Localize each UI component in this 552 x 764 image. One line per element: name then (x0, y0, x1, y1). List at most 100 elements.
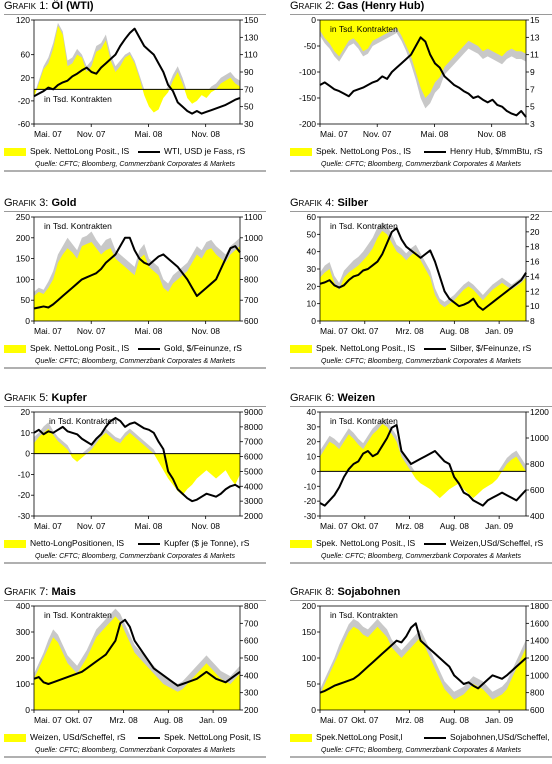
legend-area-label: Spek.NettoLong Posit,l (316, 732, 403, 742)
x-tick-label: Nov. 07 (77, 326, 106, 336)
panel-title-label: Grafik (4, 586, 37, 598)
right-tick-label: 110 (244, 50, 258, 60)
x-tick-label: Mai. 08 (135, 326, 163, 336)
right-tick-label: 30 (244, 119, 254, 129)
netto-long-area (34, 428, 240, 496)
panel-divider (290, 756, 552, 758)
panel-title-name: Kupfer (51, 392, 87, 404)
right-tick-label: 3 (530, 119, 535, 129)
right-tick-label: 5 (530, 102, 535, 112)
right-tick-label: 400 (244, 670, 258, 680)
panel-title-number: 6: (325, 392, 335, 404)
title-rule (4, 211, 266, 212)
chart-svg: -200 -150 -100 -50 0 3 5 7 9 11 13 15 Mai. 07 Nov. 07… (299, 16, 540, 139)
legend-line-swatch (138, 543, 160, 545)
right-tick-label: 300 (244, 688, 258, 698)
right-tick-label: 700 (244, 295, 258, 305)
left-tick-label: 10 (307, 452, 317, 462)
x-tick-label: Okt. 07 (65, 715, 93, 725)
right-tick-label: 600 (244, 316, 258, 326)
title-rule (4, 600, 266, 601)
x-tick-label: Mai. 08 (135, 521, 163, 531)
plot-frame (33, 411, 241, 517)
right-tick-label: 900 (244, 254, 258, 264)
legend-line-swatch (138, 348, 160, 350)
right-tick-label: 10 (530, 301, 540, 311)
title-rule (290, 211, 552, 212)
right-tick-label: 1100 (244, 213, 263, 222)
panel-title-number: 7: (39, 586, 49, 598)
legend-area-swatch (4, 345, 26, 353)
x-tick-label: Jan. 09 (199, 715, 227, 725)
right-tick-label: 400 (530, 511, 544, 521)
legend-line-label: Gold, $/Feinunze, rS (164, 343, 242, 353)
x-tick-label: Aug. 08 (440, 326, 470, 336)
chart-panel: Grafik 4: Silber 0 10 20 30 40 50 60 8 10 12 14 16 18… (290, 197, 552, 371)
x-tick-label: Mai. 07 (320, 715, 348, 725)
x-tick-label: Mrz. 08 (109, 715, 138, 725)
legend-area-label: Weizen, USd/Scheffel, rS (30, 732, 126, 742)
left-tick-label: 0 (25, 449, 30, 459)
panel-divider (4, 562, 266, 564)
right-tick-label: 150 (244, 16, 258, 25)
title-rule (4, 14, 266, 15)
netto-long-area (320, 626, 526, 710)
panel-title-number: 1: (39, 0, 49, 12)
legend-line-swatch (424, 737, 446, 739)
right-tick-label: 1800 (530, 602, 549, 611)
legend-area-label: Netto-LongPositionen, lS (30, 538, 125, 548)
left-tick-label: 120 (16, 16, 30, 25)
legend-area-label: Spek. NettoLong Posit., lS (30, 343, 130, 353)
chart-legend: Spek. NettoLong Posit., lS WTI, USD je Fa… (4, 145, 266, 159)
panel-title-name: Gold (51, 197, 77, 209)
right-tick-label: 1200 (530, 653, 549, 663)
right-tick-label: 1000 (530, 433, 549, 443)
panel-divider (290, 562, 552, 564)
left-tick-label: 400 (16, 602, 30, 611)
x-tick-label: Mai. 07 (34, 326, 62, 336)
legend-line-swatch (424, 348, 446, 350)
right-tick-label: 3000 (244, 496, 263, 506)
x-tick-label: Mrz. 08 (395, 521, 424, 531)
x-tick-label: Okt. 07 (351, 326, 379, 336)
legend-line-swatch (424, 543, 446, 545)
left-tick-label: 200 (16, 233, 30, 243)
panel-title: Grafik 3: Gold (4, 197, 77, 209)
panel-title-name: Silber (337, 197, 369, 209)
left-tick-label: 150 (302, 627, 316, 637)
legend-area-swatch (4, 540, 26, 548)
right-tick-label: 1600 (530, 618, 549, 628)
panel-title-name: Mais (51, 586, 76, 598)
left-tick-label: -60 (18, 119, 31, 129)
left-tick-label: 200 (302, 602, 316, 611)
left-tick-label: -150 (299, 93, 316, 103)
source-note: Quelle: CFTC; Bloomberg, Commerzbank Cor… (35, 161, 235, 168)
plot-frame (33, 216, 241, 322)
legend-area-swatch (4, 148, 26, 156)
panel-title: Grafik 1: Öl (WTI) (4, 0, 94, 12)
right-tick-label: 7 (530, 84, 535, 94)
legend-area-label: Spek. NettoLong Posit., lS (30, 146, 130, 156)
panel-divider (290, 170, 552, 172)
left-tick-label: 40 (307, 408, 317, 417)
right-tick-label: 500 (244, 653, 258, 663)
left-tick-label: 40 (307, 247, 317, 257)
legend-line-label: Kupfer ($ je Tonne), rS (164, 538, 250, 548)
x-tick-label: Nov. 08 (477, 129, 506, 139)
netto-long-area (34, 241, 240, 321)
legend-area-swatch (4, 734, 26, 742)
panel-divider (4, 170, 266, 172)
chart-panel: Grafik 8: Sojabohnen 0 50 100 150 200 600 800 10… (290, 586, 552, 760)
panel-title-label: Grafik (4, 0, 37, 12)
panel-title-label: Grafik (4, 197, 37, 209)
legend-area-label: Spek. NettoLong Posit., lS (316, 538, 416, 548)
left-tick-label: -10 (18, 469, 31, 479)
unit-note: in Tsd. Kontrakten (330, 610, 398, 620)
right-tick-label: 11 (530, 50, 539, 60)
x-tick-label: Nov. 07 (77, 129, 106, 139)
x-tick-label: Jan. 09 (485, 715, 513, 725)
right-tick-label: 700 (244, 618, 258, 628)
left-tick-label: 50 (307, 679, 317, 689)
netto-long-area (34, 616, 240, 710)
panel-divider (290, 367, 552, 369)
